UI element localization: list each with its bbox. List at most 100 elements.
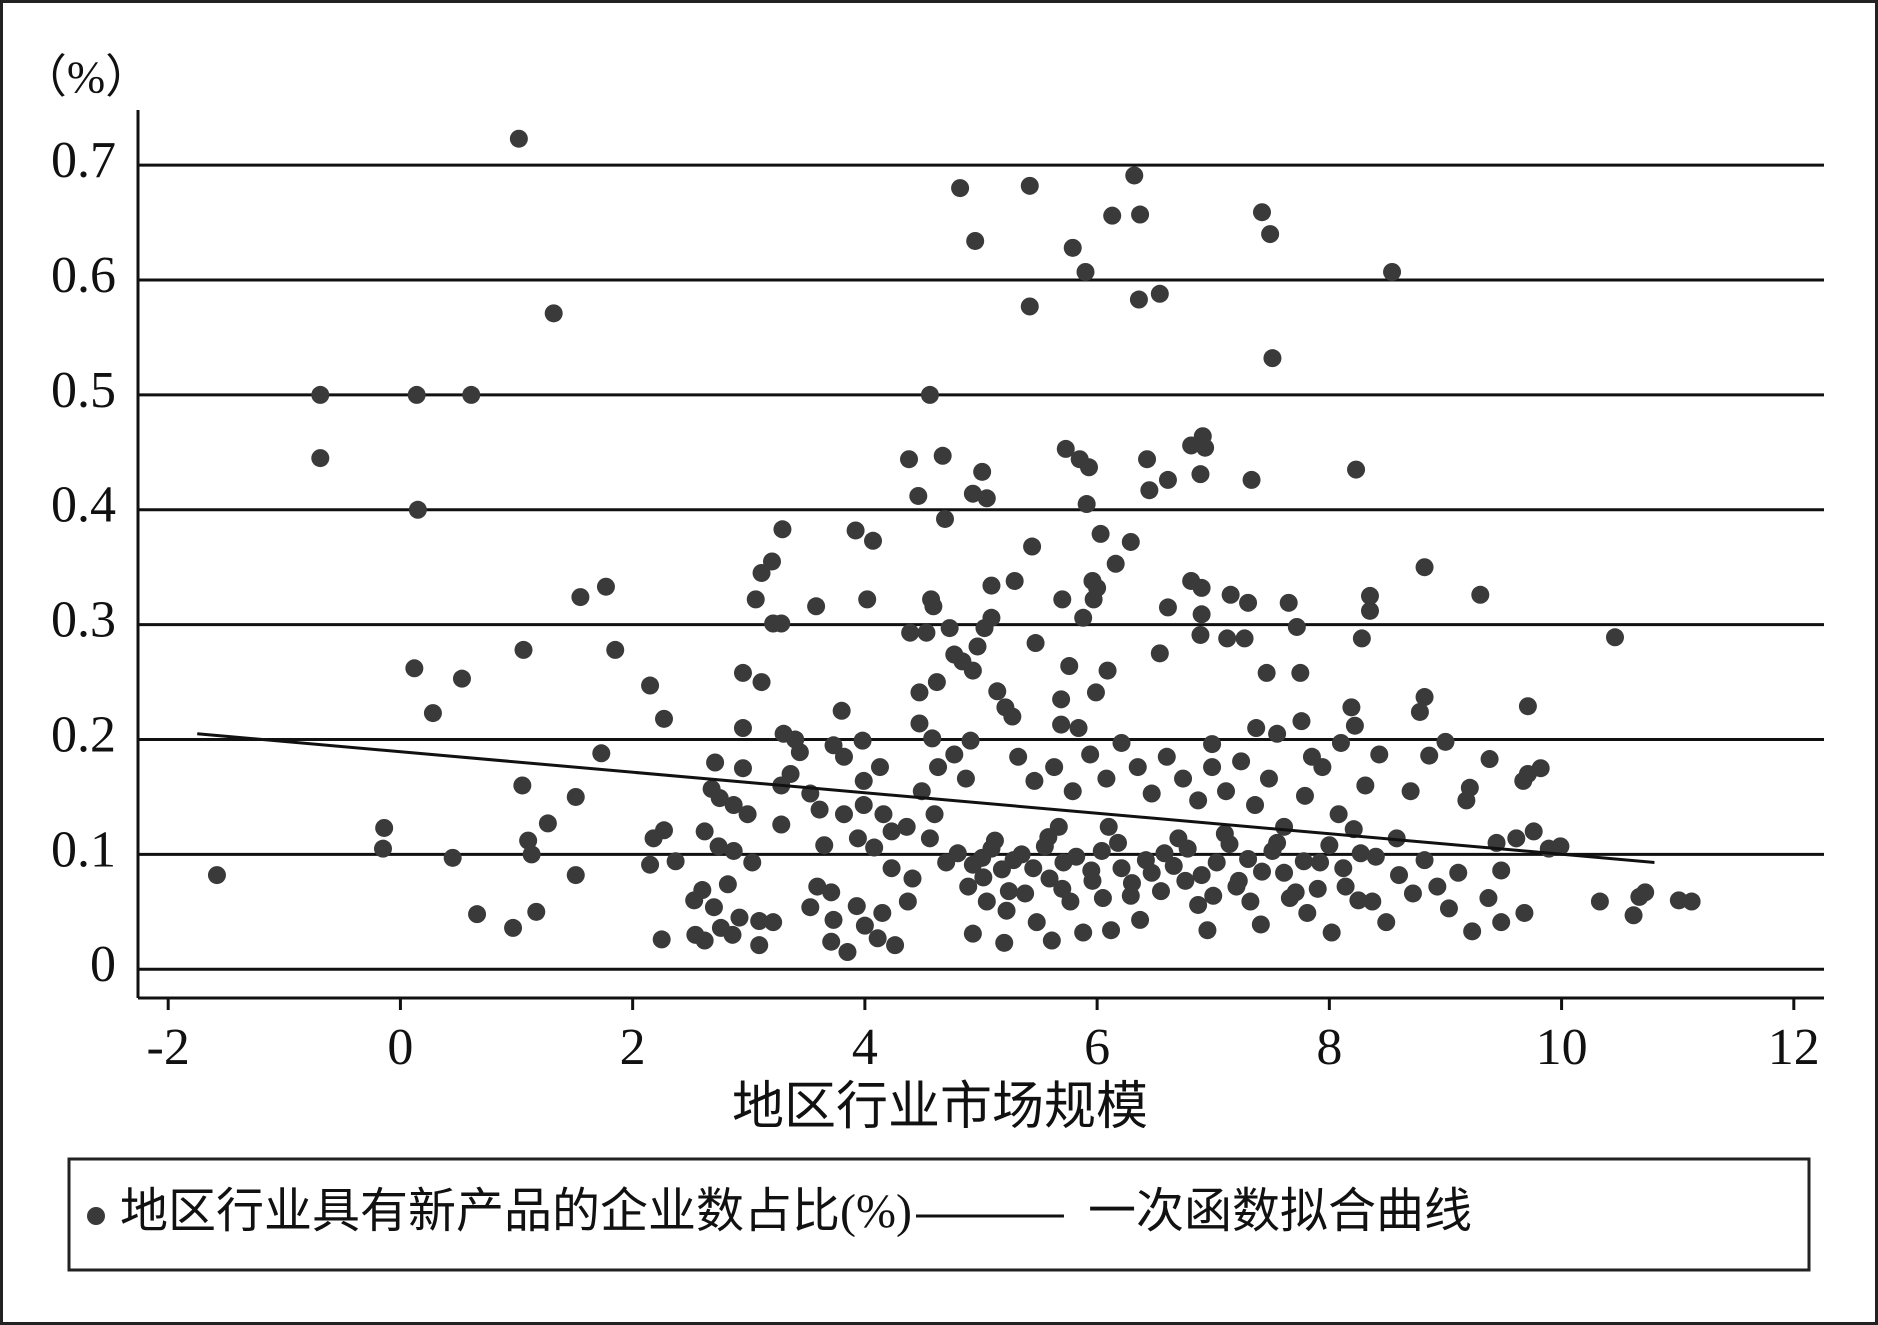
- scatter-point: [1331, 733, 1350, 752]
- scatter-point: [1268, 724, 1287, 743]
- scatter-point: [995, 933, 1014, 952]
- scatter-point: [801, 898, 820, 917]
- scatter-point: [1150, 644, 1169, 663]
- scatter-point: [838, 943, 857, 962]
- scatter-point: [743, 853, 762, 872]
- scatter-point: [1370, 745, 1389, 764]
- legend-label: 一次函数拟合曲线: [1088, 1185, 1472, 1238]
- scatter-point: [1479, 889, 1498, 908]
- scatter-point: [1097, 769, 1116, 788]
- scatter-point: [1009, 747, 1028, 766]
- scatter-point: [1334, 859, 1353, 878]
- scatter-point: [724, 841, 743, 860]
- scatter-point: [1298, 903, 1317, 922]
- scatter-point: [854, 796, 873, 815]
- scatter-point: [1155, 844, 1174, 863]
- scatter-point: [1492, 861, 1511, 880]
- scatter-point: [1227, 877, 1246, 896]
- scatter-point: [847, 897, 866, 916]
- scatter-point: [1074, 923, 1093, 942]
- scatter-point: [1025, 771, 1044, 790]
- scatter-point: [405, 659, 424, 678]
- scatter-point: [963, 661, 982, 680]
- scatter-point: [706, 753, 725, 772]
- scatter-point: [1067, 847, 1086, 866]
- scatter-point: [1024, 859, 1043, 878]
- scatter-point: [1191, 465, 1210, 484]
- x-tick-label: 12: [1768, 1019, 1820, 1076]
- scatter-point: [1084, 590, 1103, 609]
- scatter-point: [1605, 628, 1624, 647]
- legend-label: 地区行业具有新产品的企业数占比(%): [120, 1185, 912, 1238]
- scatter-point: [1151, 882, 1170, 901]
- scatter-point: [909, 486, 928, 505]
- scatter-point: [923, 729, 942, 748]
- scatter-point: [1344, 820, 1363, 839]
- scatter-point: [956, 769, 975, 788]
- scatter-point: [544, 304, 563, 323]
- y-tick-label: 0: [90, 936, 116, 993]
- scatter-point: [807, 597, 826, 616]
- scatter-point: [900, 450, 919, 469]
- scatter-point: [1079, 458, 1098, 477]
- scatter-point: [1415, 688, 1434, 707]
- y-tick-label: 0.6: [51, 247, 116, 304]
- scatter-point: [897, 817, 916, 836]
- scatter-point: [1457, 791, 1476, 810]
- scatter-point: [1215, 824, 1234, 843]
- scatter-point: [898, 892, 917, 911]
- scatter-point: [1069, 719, 1088, 738]
- scatter-point: [1302, 747, 1321, 766]
- scatter-point: [963, 924, 982, 943]
- scatter-point: [924, 597, 943, 616]
- scatter-point: [1377, 913, 1396, 932]
- scatter-point: [1092, 841, 1111, 860]
- scatter-point: [963, 484, 982, 503]
- scatter-point: [1410, 702, 1429, 721]
- scatter-point: [1178, 839, 1197, 858]
- scatter-point: [1026, 634, 1045, 653]
- scatter-point: [1122, 874, 1141, 893]
- scatter-point: [733, 759, 752, 778]
- scatter-point: [1138, 450, 1157, 469]
- scatter-point: [1091, 524, 1110, 543]
- scatter-point: [1636, 883, 1655, 902]
- scatter-point: [1480, 750, 1499, 769]
- scatter-point: [925, 805, 944, 824]
- scatter-point: [641, 676, 660, 695]
- scatter-point: [1176, 871, 1195, 890]
- scatter-point: [929, 758, 948, 777]
- scatter-point: [1109, 833, 1128, 852]
- scatter-point: [1439, 899, 1458, 918]
- legend-marker: [87, 1207, 105, 1225]
- scatter-point: [1242, 470, 1261, 489]
- scatter-point: [961, 731, 980, 750]
- scatter-point: [1077, 495, 1096, 514]
- scatter-point: [974, 868, 993, 887]
- scatter-point: [408, 500, 427, 519]
- scatter-point: [868, 929, 887, 948]
- scatter-point: [951, 179, 970, 198]
- scatter-point: [1275, 863, 1294, 882]
- scatter-point: [1099, 817, 1118, 836]
- scatter-point: [1081, 745, 1100, 764]
- scatter-point: [1203, 758, 1222, 777]
- scatter-point: [985, 831, 1004, 850]
- scatter-point: [912, 782, 931, 801]
- scatter-point: [1060, 657, 1079, 676]
- scatter-point: [407, 385, 426, 404]
- scatter-point: [968, 637, 987, 656]
- scatter-point: [822, 883, 841, 902]
- scatter-point: [834, 805, 853, 824]
- scatter-point: [1128, 758, 1147, 777]
- scatter-point: [764, 913, 783, 932]
- scatter-point: [1040, 869, 1059, 888]
- scatter-point: [936, 509, 955, 528]
- scatter-point: [513, 776, 532, 795]
- scatter-point: [709, 837, 728, 856]
- scatter-point: [773, 520, 792, 539]
- scatter-point: [1351, 844, 1370, 863]
- scatter-point: [824, 736, 843, 755]
- scatter-point: [519, 831, 538, 850]
- scatter-point: [1174, 769, 1193, 788]
